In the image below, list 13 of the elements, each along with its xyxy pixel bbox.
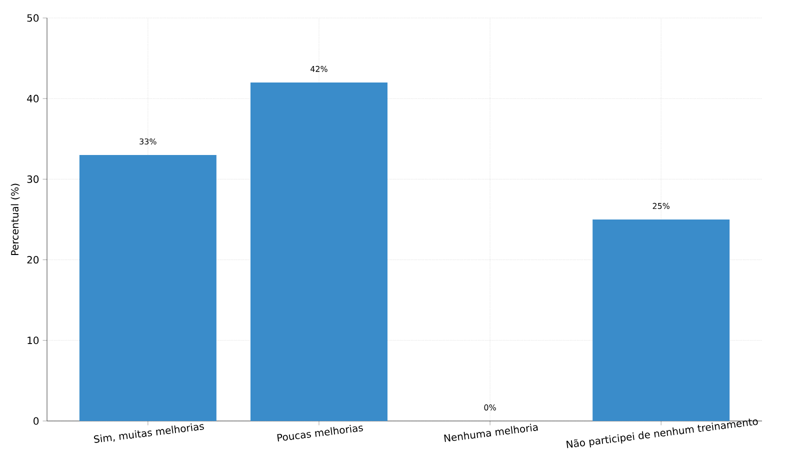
- y-axis-title: Percentual (%): [10, 184, 20, 256]
- x-tick-label: Não participei de nenhum treinamento: [566, 418, 758, 448]
- y-tick-label: 10: [28, 336, 39, 344]
- y-tick-label: 20: [27, 256, 39, 264]
- y-tick-label: 40: [27, 94, 39, 102]
- y-tick-label: 30: [27, 175, 39, 183]
- bar: [250, 82, 388, 421]
- y-tick-label: 0: [34, 417, 39, 425]
- x-tick-label: Nenhuma melhoria: [444, 424, 538, 442]
- y-tick-label: 50: [27, 14, 39, 22]
- bar: [79, 155, 216, 421]
- x-tick-label: Sim, muitas melhorias: [94, 423, 204, 443]
- x-tick-label: Poucas melhorias: [277, 424, 363, 442]
